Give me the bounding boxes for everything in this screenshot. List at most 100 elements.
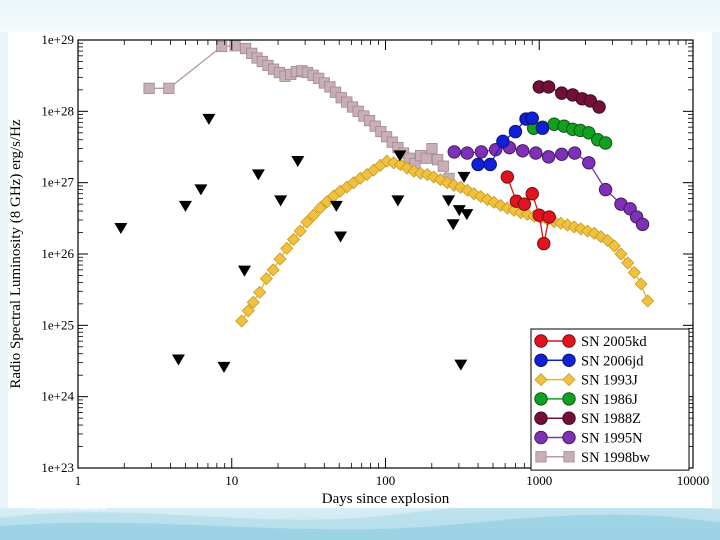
- data-point: [592, 100, 606, 114]
- legend-entry: SN 2005kd: [534, 334, 647, 350]
- legend-entry: SN 1988Z: [534, 411, 641, 427]
- data-point: [251, 169, 265, 181]
- legend-entry: SN 1998bw: [535, 450, 650, 466]
- data-point: [280, 241, 294, 255]
- legend-marker: [534, 411, 548, 425]
- author-credit: Poonam Chandra: [28, 502, 107, 513]
- data-point: [460, 209, 474, 221]
- series-sn-2005kd: [500, 170, 556, 251]
- data-point: [454, 359, 468, 371]
- data-point: [537, 236, 551, 251]
- legend-marker: [534, 392, 548, 406]
- data-point: [471, 157, 485, 172]
- slide-left-band: [0, 32, 8, 508]
- data-point: [216, 40, 228, 53]
- axes: 1 10 100 1000 10000 1e+23 1e+24 1e+25 1e+26 1e+27…: [41, 32, 709, 488]
- legend-label: SN 1995N: [581, 431, 643, 447]
- legend-label: SN 1988Z: [581, 411, 641, 427]
- data-point: [447, 145, 461, 159]
- x-tick-label: 10: [225, 473, 238, 488]
- series-upper-limits: [114, 113, 474, 373]
- data-point: [525, 187, 539, 201]
- data-point: [202, 113, 216, 125]
- data-point: [582, 156, 596, 170]
- series-sn-1986j: [526, 117, 613, 150]
- legend-marker: [534, 430, 548, 445]
- legend-entry: SN 1993J: [534, 373, 638, 389]
- data-point: [634, 277, 648, 291]
- data-point: [432, 154, 444, 166]
- data-point: [178, 200, 192, 212]
- data-point: [114, 222, 128, 235]
- x-tick-label: 1000: [526, 473, 552, 488]
- data-point: [291, 155, 305, 168]
- legend-entry: SN 1986J: [534, 392, 638, 408]
- y-tick-label: 1e+24: [41, 389, 74, 404]
- legend-marker: [562, 430, 576, 445]
- data-point: [217, 361, 231, 373]
- data-point: [266, 263, 280, 277]
- data-point: [391, 195, 405, 207]
- data-point: [457, 171, 471, 183]
- data-point: [529, 146, 543, 160]
- legend-label: SN 2005kd: [581, 334, 647, 350]
- data-point: [541, 150, 556, 164]
- data-point: [621, 256, 635, 270]
- decorative-wave: [0, 501, 720, 540]
- data-point: [474, 145, 489, 159]
- data-point: [437, 160, 449, 172]
- data-point: [460, 146, 474, 160]
- data-point: [483, 157, 497, 172]
- data-point: [635, 217, 650, 232]
- data-point: [163, 82, 175, 94]
- x-tick-label: 1: [75, 473, 82, 488]
- x-tick-label: 100: [376, 473, 396, 488]
- data-point: [273, 252, 287, 266]
- slide-top-band: [0, 0, 720, 32]
- x-tick-label: 10000: [677, 473, 710, 488]
- legend-marker: [562, 353, 576, 367]
- data-point: [517, 197, 532, 211]
- y-tick-label: 1e+28: [41, 103, 74, 118]
- series-sn-1995n: [447, 140, 650, 232]
- data-point: [334, 231, 348, 243]
- data-point: [496, 134, 510, 149]
- series-sn-1993j: [235, 154, 655, 328]
- data-point: [542, 210, 556, 224]
- data-point: [235, 314, 249, 328]
- data-point: [420, 152, 432, 164]
- legend-label: SN 1986J: [581, 392, 638, 408]
- data-point: [286, 232, 301, 247]
- data-point: [598, 182, 613, 197]
- y-tick-label: 1e+27: [41, 175, 74, 190]
- legend-marker: [563, 451, 575, 463]
- data-point: [246, 295, 260, 309]
- data-point: [555, 147, 569, 161]
- legend-entry: SN 1995N: [534, 430, 643, 447]
- data-point: [143, 82, 155, 94]
- legend-marker: [562, 373, 576, 387]
- data-point: [274, 195, 288, 207]
- data-point: [442, 195, 456, 207]
- y-tick-label: 1e+25: [41, 317, 74, 332]
- legend-entry: SN 2006jd: [534, 353, 644, 369]
- series-sn-1998bw: [143, 40, 455, 184]
- y-tick-label: 1e+26: [41, 246, 74, 261]
- data-point: [259, 272, 273, 286]
- data-point: [641, 294, 655, 308]
- data-point: [446, 219, 460, 231]
- legend-marker: [562, 392, 576, 406]
- slide-right-band: [712, 32, 720, 508]
- data-point: [393, 150, 407, 162]
- data-point: [500, 170, 515, 184]
- data-point: [541, 80, 556, 94]
- series-sn-2006jd: [471, 111, 550, 172]
- y-tick-label: 1e+29: [41, 32, 74, 47]
- y-tick-label: 1e+23: [41, 460, 74, 475]
- data-point: [253, 285, 267, 299]
- legend: SN 2005kd SN 2006jd SN 1993J SN 1986J SN 198…: [530, 328, 690, 471]
- y-axis-label: Radio Spectral Luminosity (8 GHz) erg/s/…: [8, 119, 24, 389]
- data-point: [300, 215, 314, 229]
